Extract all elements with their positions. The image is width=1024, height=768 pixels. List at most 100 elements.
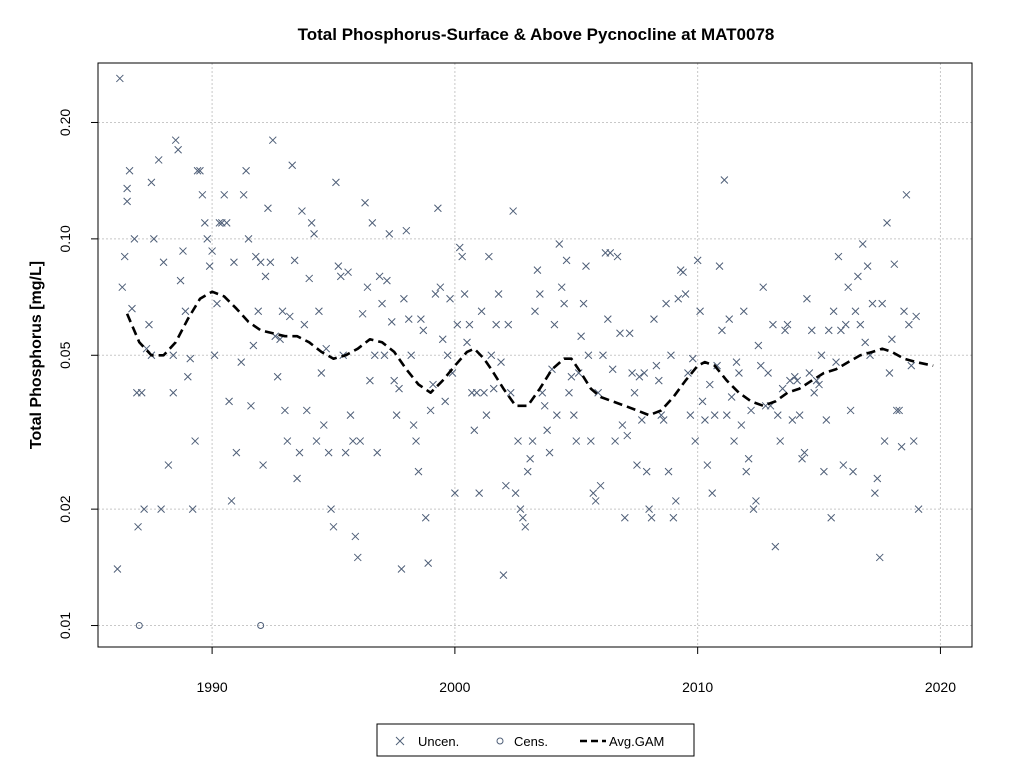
uncensored-point: [506, 388, 515, 397]
grid-lines: [98, 63, 972, 647]
uncensored-point: [630, 388, 639, 397]
uncensored-point: [499, 571, 508, 579]
uncensored-point: [446, 294, 454, 303]
uncensored-point: [115, 74, 124, 83]
uncensored-point: [552, 411, 561, 420]
uncensored-point: [873, 474, 882, 483]
uncensored-point: [868, 299, 877, 308]
uncensored-point: [261, 272, 270, 281]
uncensored-point: [220, 190, 229, 199]
uncensored-point: [188, 505, 197, 513]
uncensored-point: [657, 411, 666, 420]
uncensored-point: [302, 406, 311, 415]
uncensored-point: [880, 437, 889, 445]
uncensored-point: [460, 290, 469, 298]
uncensored-point: [511, 489, 520, 497]
uncensored-point: [385, 230, 394, 238]
uncensored-point: [395, 384, 403, 393]
uncensored-point: [412, 437, 420, 445]
uncensored-point: [123, 197, 131, 206]
uncensored-point: [438, 335, 447, 344]
uncensored-point: [686, 411, 695, 420]
uncensored-point: [756, 361, 765, 370]
uncensored-point: [298, 207, 306, 215]
uncensored-point: [667, 351, 675, 360]
uncensored-point: [273, 372, 282, 381]
uncensored-point: [720, 176, 729, 184]
uncensored-point: [824, 326, 833, 335]
y-tick-label: 0.20: [57, 109, 73, 136]
uncensored-point: [871, 489, 879, 497]
uncensored-point: [358, 309, 367, 318]
uncensored-point: [259, 461, 267, 469]
uncensored-point: [905, 320, 913, 329]
uncensored-point: [536, 290, 544, 298]
uncensored-point: [154, 156, 163, 164]
uncensored-point: [239, 190, 248, 199]
uncensored-point: [752, 497, 760, 505]
uncensored-point: [837, 326, 845, 335]
x-axis: 1990 2000 2010 2020: [197, 646, 956, 695]
uncensored-point: [285, 312, 294, 321]
uncensored-point: [409, 421, 418, 429]
uncensored-point: [475, 489, 484, 497]
uncensored-point: [426, 406, 435, 415]
uncensored-point: [725, 315, 734, 323]
uncensored-point: [727, 393, 736, 401]
uncensored-point: [708, 489, 717, 497]
uncensored-point: [591, 497, 600, 505]
uncensored-point: [149, 235, 158, 243]
uncensored-point: [526, 454, 534, 463]
uncensored-point: [487, 351, 496, 360]
uncensored-point: [820, 467, 828, 476]
uncensored-point: [715, 262, 724, 271]
uncensored-point: [407, 351, 416, 360]
x-tick-label: 2000: [439, 679, 470, 695]
uncensored-point: [130, 235, 139, 243]
uncensored-point: [134, 522, 142, 531]
uncensored-point: [329, 522, 338, 531]
uncensored-point: [453, 320, 462, 329]
uncensored-point: [120, 252, 129, 261]
uncensored-point: [373, 448, 382, 457]
uncensored-point: [521, 522, 530, 531]
uncensored-point: [351, 532, 360, 541]
y-tick-label: 0.10: [57, 225, 73, 252]
uncensored-point: [856, 320, 865, 329]
uncensored-point: [421, 513, 430, 522]
uncensored-point: [436, 283, 445, 292]
uncensored-point: [829, 307, 838, 316]
uncensored-point: [863, 262, 872, 271]
y-tick-label: 0.05: [57, 341, 73, 368]
uncensored-point: [174, 145, 182, 154]
uncensored-point: [788, 416, 797, 424]
uncensored-point: [640, 369, 649, 377]
uncensored-point: [618, 421, 627, 429]
uncensored-point: [419, 326, 428, 335]
uncensored-point: [589, 489, 598, 497]
uncensored-point: [846, 406, 855, 415]
legend-uncen-label: Uncen.: [418, 734, 459, 749]
uncensored-point: [225, 397, 233, 406]
uncensored-point: [633, 461, 641, 469]
uncensored-point: [701, 416, 709, 424]
uncensored-point: [477, 307, 486, 316]
uncensored-point: [509, 207, 518, 215]
uncensored-point: [465, 320, 474, 329]
uncensored-point: [557, 283, 566, 292]
uncensored-point: [390, 376, 399, 385]
uncensored-point: [608, 365, 617, 374]
uncensored-point: [336, 272, 345, 281]
uncensored-point: [366, 376, 374, 385]
uncensored-point: [613, 252, 622, 261]
uncensored-point: [375, 272, 384, 281]
uncensored-point: [669, 513, 678, 522]
uncensored-point: [834, 252, 843, 261]
uncensored-point: [543, 426, 551, 435]
data-points: [113, 74, 923, 630]
uncensored-point: [647, 513, 656, 522]
uncensored-point: [652, 361, 661, 370]
uncensored-point: [713, 361, 721, 370]
uncensored-point: [742, 467, 751, 476]
uncensored-point: [169, 351, 178, 360]
